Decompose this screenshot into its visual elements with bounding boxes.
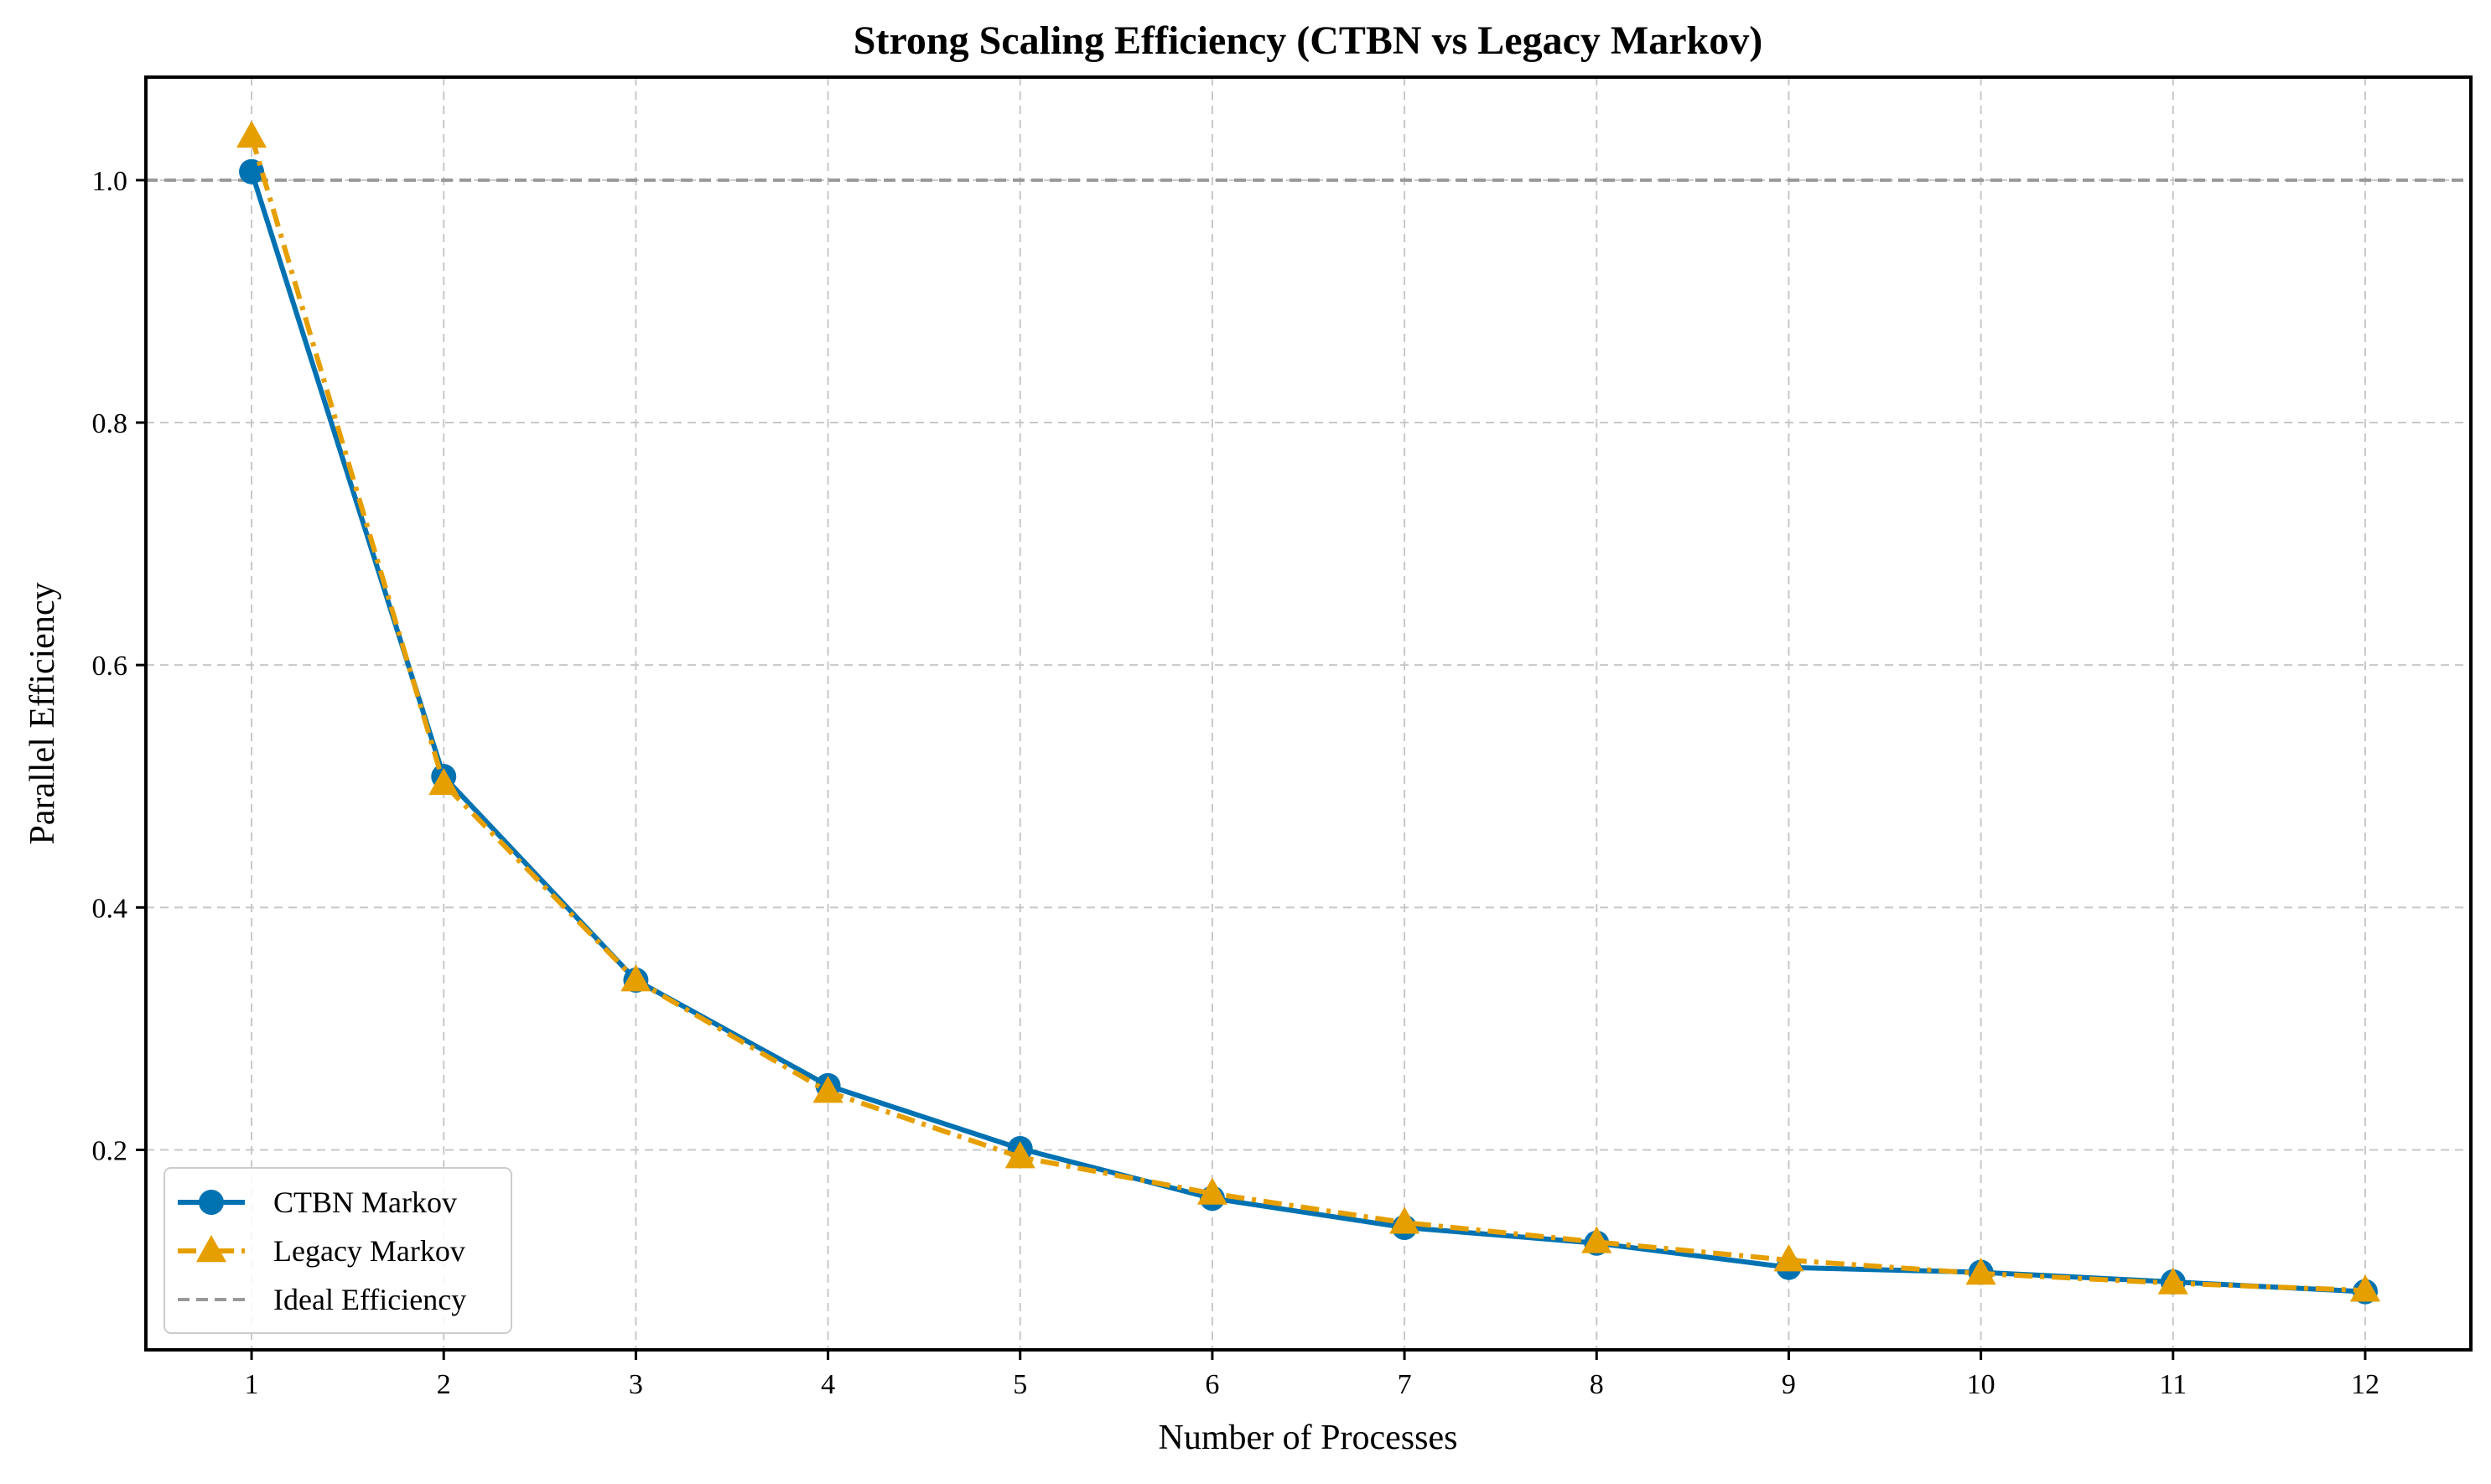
legend-label-ideal-efficiency: Ideal Efficiency <box>273 1283 466 1316</box>
legend: CTBN Markov Legacy Markov Ideal Efficiency <box>163 1167 512 1334</box>
legend-marker-legacy-markov <box>195 1235 227 1263</box>
series-layer <box>236 120 2381 1305</box>
x-tick-label-12: 12 <box>2351 1369 2379 1400</box>
x-tick-label-6: 6 <box>1205 1369 1219 1400</box>
y-axis-ticks: 0.2 0.4 0.6 0.8 1.0 <box>92 166 146 1166</box>
plot-frame <box>144 75 2473 1352</box>
x-tick-label-10: 10 <box>1967 1369 1995 1400</box>
x-tick-label-5: 5 <box>1013 1369 1027 1400</box>
legacy-markov-point-4 <box>812 1076 843 1103</box>
legacy-markov-point-2 <box>428 767 459 796</box>
x-tick-label-2: 2 <box>437 1369 451 1400</box>
chart-title: Strong Scaling Efficiency (CTBN vs Legac… <box>854 18 1762 63</box>
x-tick-label-4: 4 <box>821 1369 835 1400</box>
x-tick-label-11: 11 <box>2159 1369 2187 1400</box>
x-axis-label: Number of Processes <box>1159 1419 1458 1457</box>
legacy-markov-point-3 <box>620 964 651 992</box>
legend-label-ctbn-markov: CTBN Markov <box>273 1186 457 1219</box>
legacy-markov-point-10 <box>1965 1257 1996 1285</box>
legacy-markov-line <box>249 135 2366 1294</box>
x-tick-label-3: 3 <box>629 1369 643 1400</box>
x-tick-label-7: 7 <box>1398 1369 1412 1400</box>
legend-label-legacy-markov: Legacy Markov <box>273 1234 465 1268</box>
legend-marker-ctbn-markov <box>199 1190 224 1215</box>
y-tick-label-0.6: 0.6 <box>92 651 128 682</box>
legacy-markov-point-9 <box>1773 1244 1804 1272</box>
legacy-markov-point-1 <box>236 120 267 148</box>
legacy-markov-point-8 <box>1581 1226 1612 1253</box>
y-tick-label-0.2: 0.2 <box>92 1135 128 1166</box>
legend-item-ctbn-markov: CTBN Markov <box>178 1186 457 1219</box>
legend-item-ideal-efficiency: Ideal Efficiency <box>178 1283 466 1316</box>
x-axis-ticks: 1 2 3 4 5 6 7 8 9 10 11 12 <box>245 1350 2379 1400</box>
y-tick-label-1.0: 1.0 <box>92 166 128 197</box>
series-legacy-markov <box>236 120 2381 1302</box>
y-tick-label-0.8: 0.8 <box>92 408 128 439</box>
ctbn-markov-line <box>249 170 2366 1295</box>
legend-item-legacy-markov: Legacy Markov <box>178 1234 465 1268</box>
legacy-markov-point-11 <box>2157 1267 2188 1295</box>
legacy-markov-point-6 <box>1196 1177 1227 1205</box>
legacy-markov-point-12 <box>2349 1274 2381 1302</box>
legend-box <box>163 1167 512 1334</box>
x-tick-label-1: 1 <box>245 1369 259 1400</box>
legacy-markov-point-7 <box>1389 1206 1420 1234</box>
y-tick-label-0.4: 0.4 <box>92 893 128 924</box>
y-axis-label: Parallel Efficiency <box>23 583 62 845</box>
x-tick-label-8: 8 <box>1590 1369 1604 1400</box>
legacy-markov-point-5 <box>1004 1141 1035 1169</box>
x-tick-label-9: 9 <box>1782 1369 1796 1400</box>
